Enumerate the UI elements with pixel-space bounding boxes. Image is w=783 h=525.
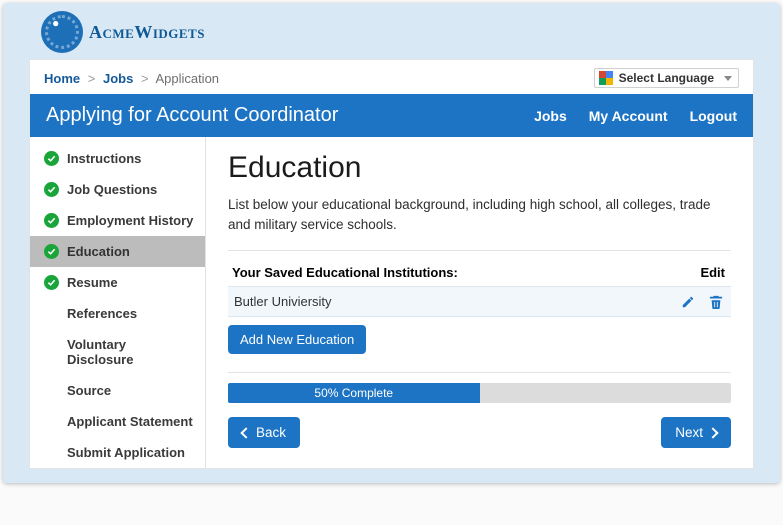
divider [228, 250, 731, 251]
progress-bar: 50% Complete [228, 383, 731, 403]
sidebar-spacer [44, 306, 59, 321]
sidebar-item-label: Submit Application [67, 445, 185, 460]
sidebar-item[interactable]: Resume [30, 267, 205, 298]
brand-name: AcmeWidgets [89, 22, 205, 43]
sidebar-item-label: Voluntary Disclosure [67, 337, 195, 367]
nav-jobs[interactable]: Jobs [534, 108, 567, 124]
chevron-right-icon [707, 427, 718, 438]
add-education-button[interactable]: Add New Education [228, 325, 366, 354]
back-button[interactable]: Back [228, 417, 300, 448]
language-selector-label: Select Language [619, 71, 714, 85]
section-lead: List below your educational background, … [228, 195, 731, 234]
sidebar-item[interactable]: Voluntary Disclosure [30, 329, 205, 375]
language-selector[interactable]: Select Language [594, 68, 739, 88]
brand-logo-icon [41, 11, 83, 53]
edit-icon[interactable] [681, 295, 695, 309]
sidebar-spacer [44, 383, 59, 398]
progress-fill: 50% Complete [228, 383, 480, 403]
table-header-right: Edit [700, 265, 725, 280]
chevron-down-icon [724, 76, 732, 81]
sidebar-item-label: Employment History [67, 213, 193, 228]
topbar: Home > Jobs > Application Select Languag… [30, 60, 753, 94]
delete-icon[interactable] [709, 295, 723, 309]
chevron-left-icon [240, 427, 251, 438]
sidebar-spacer [44, 445, 59, 460]
titlebar: Applying for Account Coordinator Jobs My… [30, 94, 753, 137]
main-content: Education List below your educational ba… [206, 137, 753, 468]
progress-label: 50% Complete [314, 386, 393, 400]
sidebar-item-label: Job Questions [67, 182, 157, 197]
sidebar-item-label: Source [67, 383, 111, 398]
nav-logout[interactable]: Logout [690, 108, 737, 124]
nav-my-account[interactable]: My Account [589, 108, 668, 124]
table-header-left: Your Saved Educational Institutions: [232, 265, 458, 280]
titlebar-nav: Jobs My Account Logout [534, 108, 737, 124]
section-heading: Education [228, 151, 731, 185]
sidebar-spacer [44, 414, 59, 429]
row-actions [681, 295, 723, 309]
sidebar-item[interactable]: Education [30, 236, 205, 267]
divider [228, 372, 731, 373]
main-card: Home > Jobs > Application Select Languag… [29, 59, 754, 469]
add-row: Add New Education [228, 325, 731, 354]
table-header: Your Saved Educational Institutions: Edi… [228, 261, 731, 286]
breadcrumb-jobs[interactable]: Jobs [103, 71, 133, 86]
sidebar-item[interactable]: Source [30, 375, 205, 406]
page-container: AcmeWidgets Home > Jobs > Application Se… [3, 3, 780, 483]
brand-header: AcmeWidgets [3, 3, 780, 59]
body-row: Instructions Job Questions Employment Hist… [30, 137, 753, 468]
translate-icon [599, 71, 613, 85]
back-button-label: Back [256, 425, 286, 440]
sidebar-item[interactable]: Instructions [30, 143, 205, 174]
breadcrumb-sep: > [141, 71, 149, 86]
check-circle-icon [44, 244, 59, 259]
sidebar-item[interactable]: References [30, 298, 205, 329]
page-title: Applying for Account Coordinator [46, 104, 338, 127]
breadcrumb-home[interactable]: Home [44, 71, 80, 86]
sidebar-item[interactable]: Job Questions [30, 174, 205, 205]
breadcrumb: Home > Jobs > Application [44, 71, 219, 86]
nav-buttons: Back Next [228, 417, 731, 448]
check-circle-icon [44, 213, 59, 228]
sidebar: Instructions Job Questions Employment Hist… [30, 137, 206, 468]
sidebar-item-label: References [67, 306, 137, 321]
sidebar-spacer [44, 345, 59, 360]
next-button[interactable]: Next [661, 417, 731, 448]
breadcrumb-current: Application [155, 71, 219, 86]
check-circle-icon [44, 275, 59, 290]
sidebar-item[interactable]: Employment History [30, 205, 205, 236]
sidebar-item-label: Instructions [67, 151, 141, 166]
sidebar-item-label: Applicant Statement [67, 414, 193, 429]
sidebar-item-label: Resume [67, 275, 118, 290]
institution-name: Butler Univiersity [234, 294, 332, 309]
check-circle-icon [44, 182, 59, 197]
table-body: Butler Univiersity [228, 286, 731, 317]
sidebar-item[interactable]: Submit Application [30, 437, 205, 468]
sidebar-item-label: Education [67, 244, 130, 259]
breadcrumb-sep: > [88, 71, 96, 86]
next-button-label: Next [675, 425, 703, 440]
check-circle-icon [44, 151, 59, 166]
sidebar-item[interactable]: Applicant Statement [30, 406, 205, 437]
table-row: Butler Univiersity [228, 286, 731, 317]
